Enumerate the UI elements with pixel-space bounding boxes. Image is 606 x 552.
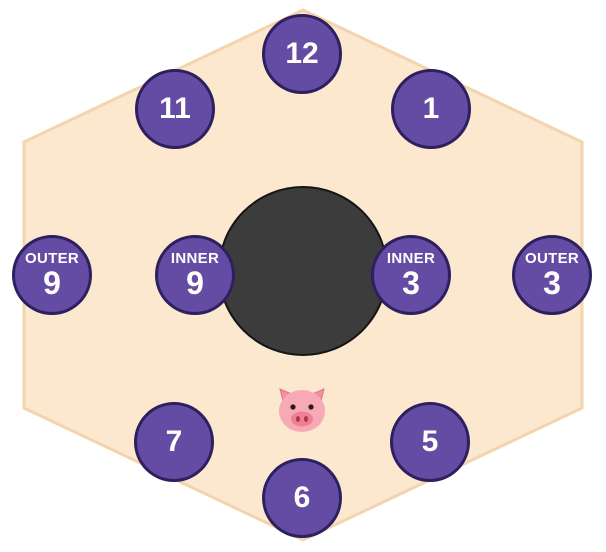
position-outer-3-number: 3 <box>543 265 561 301</box>
center-hole <box>218 186 388 356</box>
position-1-number: 1 <box>422 92 440 125</box>
position-inner-3[interactable]: INNER 3 <box>371 235 451 315</box>
position-12-number: 12 <box>285 37 319 70</box>
position-1[interactable]: 1 <box>391 69 471 149</box>
position-7-number: 7 <box>165 425 183 458</box>
position-inner-9[interactable]: INNER 9 <box>155 235 235 315</box>
position-outer-9-number: 9 <box>43 265 61 301</box>
position-inner-3-number: 3 <box>402 265 420 301</box>
position-5-number: 5 <box>421 425 439 458</box>
position-11[interactable]: 11 <box>135 69 215 149</box>
position-inner-3-tag: INNER <box>386 250 436 267</box>
position-outer-3[interactable]: OUTER 3 <box>512 235 592 315</box>
position-5[interactable]: 5 <box>390 402 470 482</box>
position-outer-9-tag: OUTER <box>25 250 79 267</box>
pig-icon[interactable] <box>274 383 330 435</box>
position-6[interactable]: 6 <box>262 458 342 538</box>
position-inner-9-tag: INNER <box>170 250 220 267</box>
position-outer-9[interactable]: OUTER 9 <box>12 235 92 315</box>
position-12[interactable]: 12 <box>262 14 342 94</box>
position-inner-9-number: 9 <box>186 265 204 301</box>
position-outer-3-tag: OUTER <box>525 250 579 267</box>
position-11-number: 11 <box>159 92 191 125</box>
position-7[interactable]: 7 <box>134 402 214 482</box>
position-6-number: 6 <box>293 481 311 514</box>
